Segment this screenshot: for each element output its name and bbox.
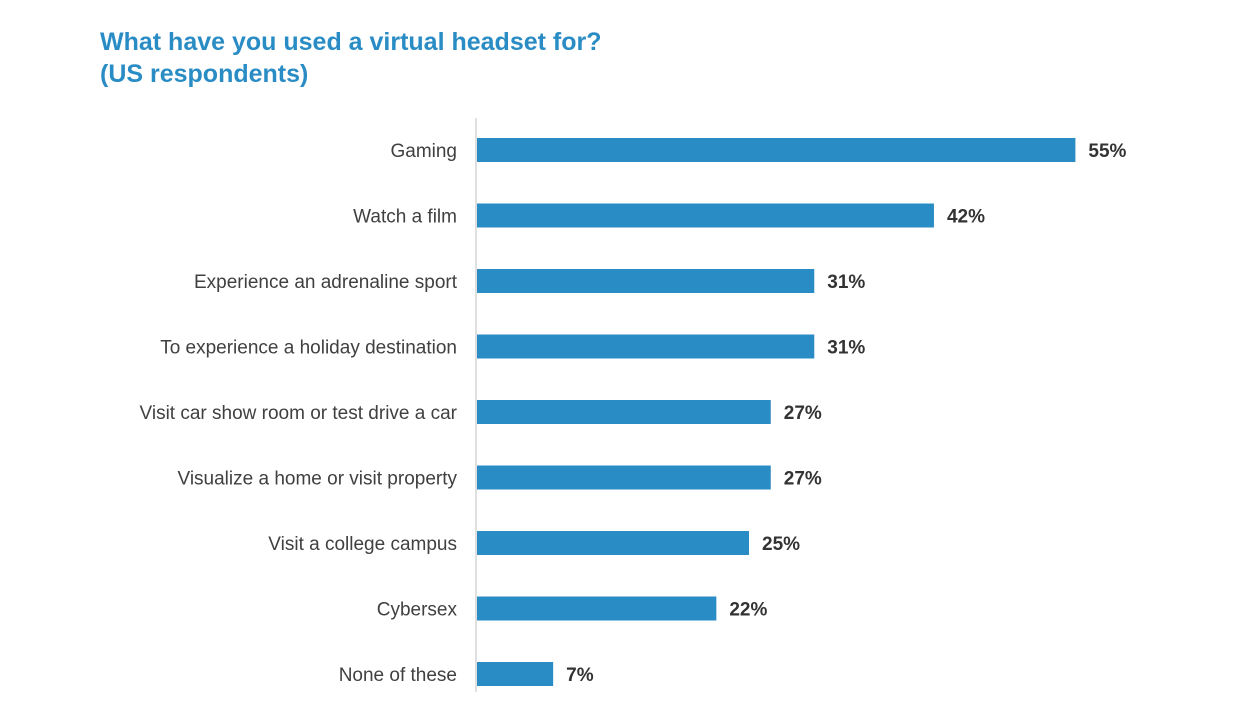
value-label: 27% xyxy=(784,403,822,424)
category-label: Watch a film xyxy=(353,207,457,228)
value-label: 25% xyxy=(762,534,800,555)
value-label: 55% xyxy=(1088,141,1126,162)
category-label: Cybersex xyxy=(377,600,458,621)
bar xyxy=(477,400,771,424)
category-label: Visit a college campus xyxy=(268,534,457,555)
category-label: Experience an adrenaline sport xyxy=(194,272,458,293)
bar xyxy=(477,531,749,555)
bar xyxy=(477,334,815,359)
category-label: Visit car show room or test drive a car xyxy=(140,403,458,424)
value-label: 7% xyxy=(566,665,594,686)
chart-title: What have you used a virtual headset for… xyxy=(100,26,602,90)
bar xyxy=(477,269,815,293)
value-label: 22% xyxy=(729,600,767,621)
value-label: 42% xyxy=(947,207,985,228)
bar xyxy=(477,596,717,621)
bar xyxy=(477,465,771,490)
category-label: To experience a holiday destination xyxy=(160,338,457,359)
value-label: 27% xyxy=(784,469,822,490)
chart-subtitle: (US respondents) xyxy=(100,60,309,88)
bar xyxy=(477,203,934,228)
bar xyxy=(477,662,554,686)
category-label: Visualize a home or visit property xyxy=(178,469,458,490)
chart-title-line1: What have you used a virtual headset for… xyxy=(100,28,602,56)
category-label: None of these xyxy=(339,665,457,686)
bar xyxy=(477,138,1076,162)
category-label: Gaming xyxy=(390,141,457,162)
value-label: 31% xyxy=(827,272,865,293)
value-label: 31% xyxy=(827,338,865,359)
